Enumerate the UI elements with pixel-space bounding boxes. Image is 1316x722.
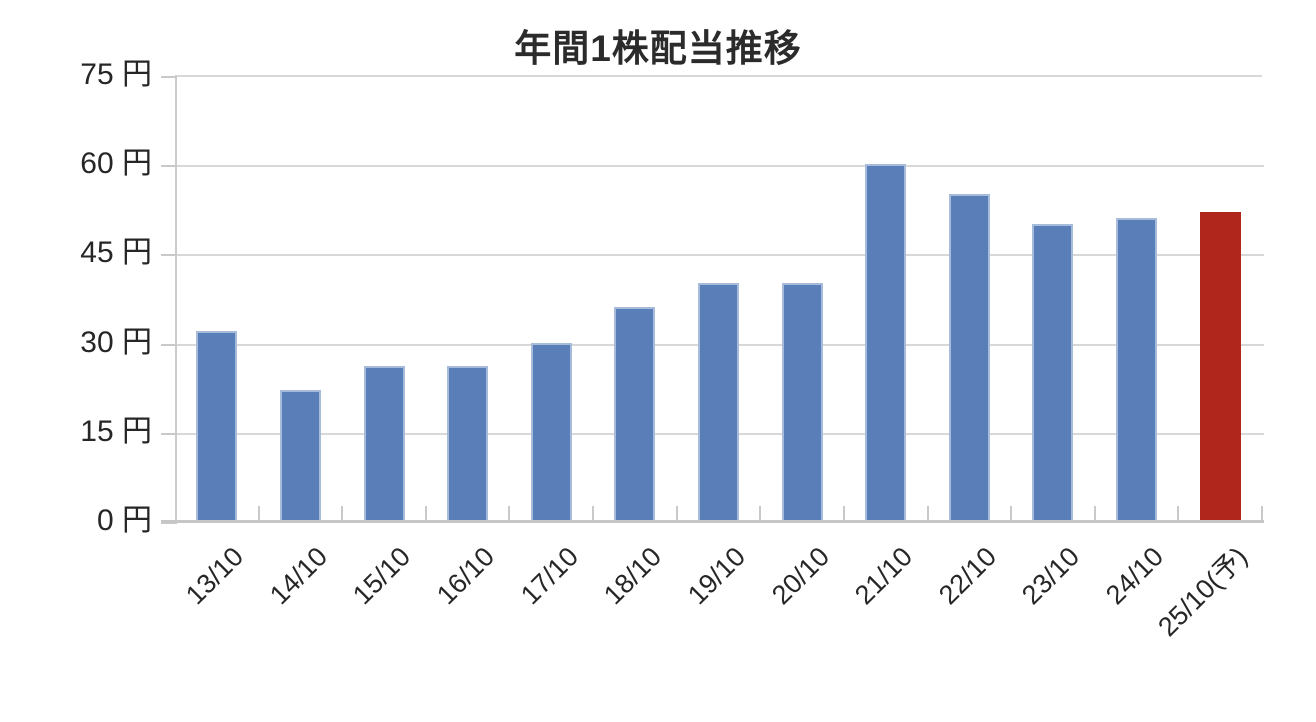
y-axis-tick bbox=[161, 432, 177, 435]
bar-13/10 bbox=[196, 330, 238, 521]
x-axis-label: 17/10 bbox=[514, 541, 584, 611]
x-axis-label: 23/10 bbox=[1016, 541, 1086, 611]
bar-14/10 bbox=[279, 390, 321, 521]
x-axis-tick bbox=[675, 506, 678, 521]
x-axis-tick bbox=[759, 506, 762, 521]
bar-24/10 bbox=[1116, 217, 1158, 521]
x-axis-tick bbox=[257, 506, 260, 521]
y-axis-label: 30 円 bbox=[80, 325, 152, 359]
x-axis-tick bbox=[1261, 506, 1263, 521]
x-axis-label: 19/10 bbox=[682, 541, 752, 611]
bar-21/10 bbox=[865, 164, 907, 521]
x-axis-label: 18/10 bbox=[598, 541, 668, 611]
y-axis-label: 75 円 bbox=[80, 58, 152, 91]
bar-20/10 bbox=[781, 283, 823, 521]
x-axis-tick bbox=[1093, 506, 1096, 521]
x-axis-label: 20/10 bbox=[765, 541, 835, 611]
y-axis-label: 60 円 bbox=[80, 147, 152, 181]
bar-23/10 bbox=[1032, 223, 1074, 521]
plot-area bbox=[161, 75, 1264, 524]
x-axis-label: 13/10 bbox=[180, 541, 250, 611]
bar-19/10 bbox=[698, 283, 739, 521]
chart-title: 年間1株配当推移 bbox=[514, 28, 802, 69]
x-axis-label: 15/10 bbox=[347, 541, 417, 611]
gridline bbox=[177, 254, 1264, 257]
x-axis-label: 22/10 bbox=[932, 541, 1002, 611]
x-axis-label: 21/10 bbox=[849, 541, 919, 611]
x-axis-tick bbox=[341, 506, 344, 521]
x-axis-tick bbox=[926, 506, 929, 521]
x-axis-tick bbox=[842, 506, 845, 521]
gridline bbox=[177, 165, 1264, 168]
x-axis-tick bbox=[1177, 506, 1180, 521]
y-axis-tick bbox=[161, 165, 177, 168]
x-axis-label: 14/10 bbox=[263, 541, 333, 611]
bar-16/10 bbox=[447, 366, 489, 521]
x-axis-label: 16/10 bbox=[431, 541, 501, 611]
y-axis-label: 0 円 bbox=[96, 504, 152, 537]
y-axis-tick bbox=[161, 522, 177, 524]
bar-25/10(予) bbox=[1199, 211, 1241, 521]
bar-15/10 bbox=[363, 366, 405, 521]
x-axis-line bbox=[161, 520, 1264, 523]
x-axis-tick bbox=[424, 506, 427, 521]
y-axis-tick bbox=[161, 343, 177, 346]
x-axis-tick bbox=[1010, 506, 1013, 521]
bar-18/10 bbox=[614, 306, 656, 521]
bar-22/10 bbox=[948, 193, 990, 521]
x-axis-tick bbox=[508, 506, 511, 521]
x-axis-label: 25/10(予) bbox=[1151, 541, 1253, 643]
y-axis-tick bbox=[161, 76, 177, 78]
x-axis-label: 24/10 bbox=[1100, 541, 1170, 611]
bar-17/10 bbox=[530, 342, 572, 521]
y-axis-label: 15 円 bbox=[80, 414, 152, 448]
y-axis-tick bbox=[161, 254, 177, 257]
x-axis-tick bbox=[592, 506, 595, 521]
y-axis-label: 45 円 bbox=[80, 236, 152, 270]
